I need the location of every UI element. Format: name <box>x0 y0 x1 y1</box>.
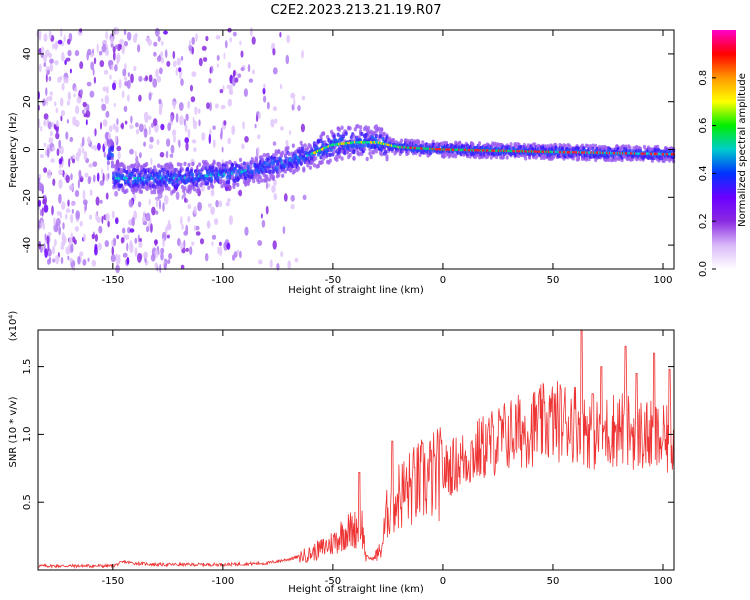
snr-x-label: Height of straight line (km) <box>288 584 424 595</box>
spectrogram-ridge <box>106 124 676 195</box>
spectrogram-x-ticks: -150 -100 -50 0 50 100 <box>101 30 673 286</box>
snr-x-ticks: -150 -100 -50 0 50 100 <box>101 330 673 587</box>
y-tick-label: 20 <box>22 95 33 108</box>
x-tick-label: 0 <box>440 576 446 587</box>
spectrogram-x-label: Height of straight line (km) <box>288 285 424 296</box>
colorbar-label: Normalized spectral amplitude <box>737 73 748 227</box>
colorbar-gradient <box>712 30 736 269</box>
colorbar-ticks: 0.0 0.2 0.4 0.6 0.8 <box>698 70 716 277</box>
x-tick-label: -100 <box>212 275 235 286</box>
snr-panel: -150 -100 -50 0 50 100 0.5 1.0 1.5 Height of st… <box>8 311 675 595</box>
snr-y-label: SNR (10 * v/v) <box>8 396 19 467</box>
x-tick-label: -100 <box>212 576 235 587</box>
colorbar-tick-label: 0.6 <box>698 118 709 134</box>
x-tick-label: 100 <box>653 576 672 587</box>
x-tick-label: 0 <box>440 275 446 286</box>
snr-frame <box>37 329 675 571</box>
y-tick-label: 0 <box>22 146 33 152</box>
y-tick-label: 0.5 <box>22 494 33 510</box>
y-tick-label: 1.5 <box>22 359 33 375</box>
colorbar-tick-label: 0.0 <box>698 261 709 277</box>
snr-series-line <box>37 329 675 570</box>
x-tick-label: -150 <box>101 576 124 587</box>
snr-y-ticks: 0.5 1.0 1.5 <box>22 359 674 510</box>
spectrogram-y-ticks: -40 -20 0 20 40 <box>22 48 674 253</box>
spectrogram-noise <box>36 26 307 274</box>
colorbar: 0.0 0.2 0.4 0.6 0.8 Normalized spectral ampl… <box>698 30 748 277</box>
y-tick-label: 40 <box>22 48 33 61</box>
x-tick-label: 100 <box>653 275 672 286</box>
snr-y-scale: (x10⁴) <box>8 311 19 342</box>
spectrogram-content <box>36 26 676 274</box>
y-tick-label: 1.0 <box>22 426 33 442</box>
spectrogram-y-label: Frequency (Hz) <box>8 112 19 188</box>
x-tick-label: -150 <box>101 275 124 286</box>
colorbar-tick-label: 0.4 <box>698 165 709 181</box>
figure-title: C2E2.2023.213.21.19.R07 <box>270 3 441 18</box>
x-tick-label: -50 <box>325 576 341 587</box>
x-tick-label: -50 <box>325 275 341 286</box>
colorbar-tick-label: 0.8 <box>698 70 709 86</box>
x-tick-label: 50 <box>547 275 560 286</box>
x-tick-label: 50 <box>547 576 560 587</box>
colorbar-tick-label: 0.2 <box>698 213 709 229</box>
y-tick-label: -20 <box>22 189 33 205</box>
spectrogram-panel: -150 -100 -50 0 50 100 -40 -20 0 20 40 Height of … <box>8 26 676 296</box>
y-tick-label: -40 <box>22 237 33 253</box>
